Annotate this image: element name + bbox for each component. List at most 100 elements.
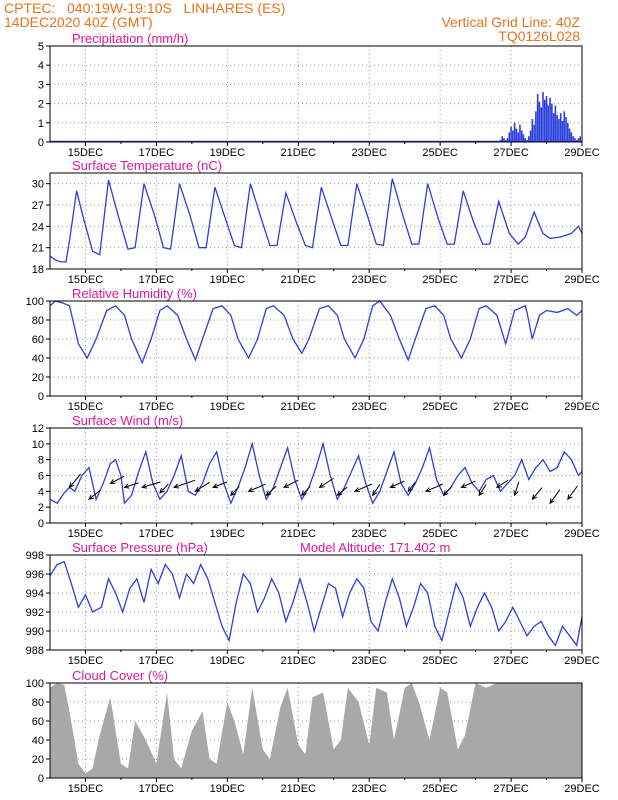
panel-1-xtick-label-6: 27DEC xyxy=(493,147,529,159)
panel-2-xtick-label-2: 19DEC xyxy=(210,274,246,286)
panel-6-xtick-label-2: 19DEC xyxy=(210,783,246,795)
panel-4-ytick-label-0: 0 xyxy=(38,518,44,530)
panel-6-xtick-label-0: 15DEC xyxy=(68,783,104,795)
panel-1-bar-18 xyxy=(531,118,534,142)
panel-1-ytick-label-3: 3 xyxy=(38,79,44,91)
panel-1-bar-28 xyxy=(549,97,551,142)
panel-2-xtick-label-3: 21DEC xyxy=(281,274,317,286)
panel-3-ytick-label-4: 80 xyxy=(32,315,44,327)
panel-4-wind-arrowhead-3 xyxy=(123,483,130,489)
panel-3-title: Relative Humidity (%) xyxy=(72,286,197,301)
panel-2-xtick-label-0: 15DEC xyxy=(68,274,104,286)
panel-5-ytick-label-4: 996 xyxy=(26,569,44,581)
panel-1-xtick-label-7: 29DEC xyxy=(564,147,600,159)
panel-5-xtick-label-1: 17DEC xyxy=(139,655,175,667)
panel-4-xtick-label-7: 29DEC xyxy=(564,528,600,540)
panel-5-ytick-label-1: 990 xyxy=(26,626,44,638)
panel-4-wind-arrow-8 xyxy=(212,481,228,488)
panel-4-wind-arrowhead-14 xyxy=(318,482,325,488)
panel-4-ytick-label-6: 12 xyxy=(32,423,44,435)
panel-5-xtick-label-4: 23DEC xyxy=(351,655,387,667)
panel-1-bar-14 xyxy=(524,138,527,142)
panel-3-xtick-label-3: 21DEC xyxy=(281,401,317,413)
panel-1-xtick-label-2: 19DEC xyxy=(210,147,246,159)
panel-5-xtick-label-6: 27DEC xyxy=(493,655,529,667)
panel-4-wind-arrow-22 xyxy=(461,480,476,488)
panel-4-wind-arrow-10 xyxy=(248,483,266,492)
panel-6-ytick-label-4: 80 xyxy=(32,697,44,709)
panel-4-wind-arrowhead-9 xyxy=(230,490,236,497)
panel-1-bar-6 xyxy=(510,126,512,142)
panel-1-bar-19 xyxy=(533,124,535,142)
panel-1-bar-5 xyxy=(508,132,511,142)
panel-2-xtick-label-7: 29DEC xyxy=(564,274,600,286)
panel-4-wind-arrow-7 xyxy=(195,481,210,492)
panel-4-wind-arrowhead-13 xyxy=(301,490,307,497)
panel-1-xtick-label-4: 23DEC xyxy=(351,147,387,159)
panel-1-bar-35 xyxy=(561,120,564,142)
panel-2-ytick-label-1: 21 xyxy=(32,243,44,255)
panel-4-xtick-label-0: 15DEC xyxy=(68,528,104,540)
panel-1-bar-11 xyxy=(519,124,521,142)
panel-4-wind-arrow-19 xyxy=(407,482,416,492)
panel-2-xtick-label-5: 25DEC xyxy=(422,274,458,286)
panel-3-xtick-label-7: 29DEC xyxy=(564,401,600,413)
panel-1-bar-4 xyxy=(506,138,509,142)
panel-1-bar-20 xyxy=(535,111,537,142)
panel-4-wind-arrowhead-8 xyxy=(212,483,219,489)
panel-4-wind-arrowhead-16 xyxy=(353,487,361,493)
panel-5-ytick-label-3: 994 xyxy=(26,588,44,600)
panel-1-ytick-label-2: 2 xyxy=(38,99,44,111)
panel-4-wind-arrowhead-26 xyxy=(531,494,538,501)
panel-4-xtick-label-4: 23DEC xyxy=(351,528,387,540)
panel-6-ytick-label-5: 100 xyxy=(26,678,44,690)
panel-4-wind-arrow-9 xyxy=(230,485,240,496)
panel-2-ytick-label-3: 27 xyxy=(32,200,44,212)
panel-5-title: Surface Pressure (hPa) xyxy=(72,540,208,555)
panel-4-wind-arrowhead-28 xyxy=(567,494,573,501)
panel-6-ytick-label-0: 0 xyxy=(38,773,44,785)
panel-4-wind-arrowhead-18 xyxy=(389,483,396,489)
panel-1-bar-29 xyxy=(551,103,553,142)
panel-5-xtick-label-0: 15DEC xyxy=(68,655,104,667)
panel-4-wind-arrow-26 xyxy=(531,487,543,500)
panel-4-wind-arrowhead-17 xyxy=(372,490,378,497)
panel-4-wind-arrowhead-21 xyxy=(442,490,449,497)
panel-1-frame xyxy=(49,45,583,143)
panel-3-series-line xyxy=(49,300,583,365)
panel-2-frame xyxy=(49,172,583,270)
panel-1-bar-9 xyxy=(515,128,518,142)
panel-4-ytick-label-1: 2 xyxy=(38,502,44,514)
panel-4-wind-arrowhead-27 xyxy=(549,498,555,505)
header-line-1: CPTEC: 040:19W-19:10S LINHARES (ES) xyxy=(4,0,286,16)
panel-4-wind-arrowhead-2 xyxy=(109,479,116,484)
panel-4-wind-arrowhead-15 xyxy=(336,490,343,497)
panel-1-ytick-label-1: 1 xyxy=(38,118,44,130)
panel-3-ytick-label-3: 60 xyxy=(32,334,44,346)
panel-4-wind-arrowhead-22 xyxy=(460,483,467,489)
panel-3-xtick-label-1: 17DEC xyxy=(139,401,175,413)
panel-1-bar-26 xyxy=(545,95,548,142)
panel-4-wind-arrowhead-20 xyxy=(424,487,431,493)
panel-3-xtick-label-2: 19DEC xyxy=(210,401,246,413)
panel-4-title: Surface Wind (m/s) xyxy=(72,413,183,428)
panel-1-bar-40 xyxy=(570,132,573,142)
panel-2-title: Surface Temperature (nC) xyxy=(72,158,222,173)
panel-1-bar-30 xyxy=(552,113,555,142)
panel-1-bar-8 xyxy=(513,122,516,142)
panel-4-wind-arrow-6 xyxy=(173,479,196,488)
panel-4-wind-arrowhead-11 xyxy=(265,490,272,497)
panel-4-wind-arrow-1 xyxy=(88,489,101,500)
panel-4-wind-arrow-15 xyxy=(336,486,348,496)
panel-4-wind-arrow-2 xyxy=(110,475,125,484)
panel-4-wind-arrow-24 xyxy=(496,479,509,488)
panel-4-wind-arrow-14 xyxy=(319,477,334,488)
panel-1-ytick-label-0: 0 xyxy=(38,137,44,149)
panel-6-title: Cloud Cover (%) xyxy=(72,668,168,683)
panel-1-bar-41 xyxy=(572,136,574,142)
panel-4-ytick-label-3: 6 xyxy=(38,471,44,483)
panel-4-wind-arrowhead-10 xyxy=(247,487,254,493)
panel-6-xtick-label-7: 29DEC xyxy=(564,783,600,795)
panel-1-bar-16 xyxy=(528,136,530,142)
header-right-1: Vertical Grid Line: 40Z xyxy=(441,14,580,30)
